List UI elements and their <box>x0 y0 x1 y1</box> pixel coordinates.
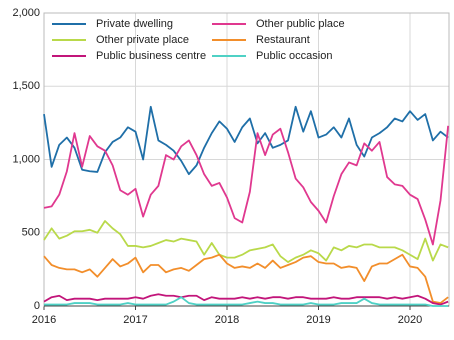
x-tick-label: 2016 <box>32 314 56 326</box>
legend-label: Public business centre <box>96 50 206 62</box>
series-line <box>44 296 449 307</box>
y-tick-label: 2,000 <box>12 7 40 19</box>
series-line <box>43 105 449 176</box>
y-tick-label: 1,500 <box>12 80 40 92</box>
y-tick-label: 1,000 <box>12 153 40 165</box>
legend-label: Private dwelling <box>96 18 173 30</box>
legend-label: Restaurant <box>256 34 310 46</box>
series-line <box>43 220 449 263</box>
y-tick-label: 500 <box>22 227 40 239</box>
legend-label: Public occasion <box>256 50 332 62</box>
x-tick-label: 2017 <box>123 314 147 326</box>
series-line <box>43 293 449 306</box>
x-tick-label: 2018 <box>215 314 239 326</box>
series-line <box>43 253 449 304</box>
legend-label: Other public place <box>256 18 345 30</box>
x-tick-label: 2019 <box>306 314 330 326</box>
legend-label: Other private place <box>96 34 189 46</box>
series-line <box>43 125 450 246</box>
x-tick-label: 2020 <box>398 314 422 326</box>
y-tick-label: 0 <box>34 300 40 312</box>
